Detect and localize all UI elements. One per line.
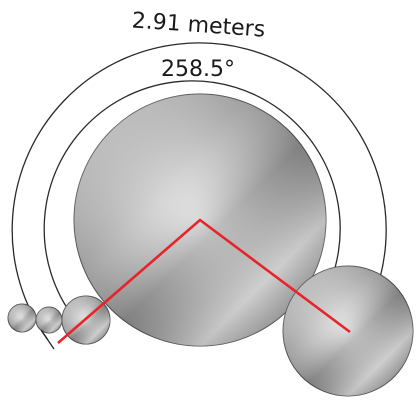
angle-label: 258.5° bbox=[161, 57, 235, 82]
start-tick bbox=[40, 329, 55, 350]
angle-curve bbox=[43, 80, 341, 319]
small-disc-2 bbox=[35, 306, 63, 334]
small-disc-1 bbox=[7, 303, 37, 333]
arc-length-label: 2.91 meters bbox=[131, 8, 266, 42]
red-path-line bbox=[57, 218, 351, 344]
arc-length-curve bbox=[11, 42, 387, 341]
